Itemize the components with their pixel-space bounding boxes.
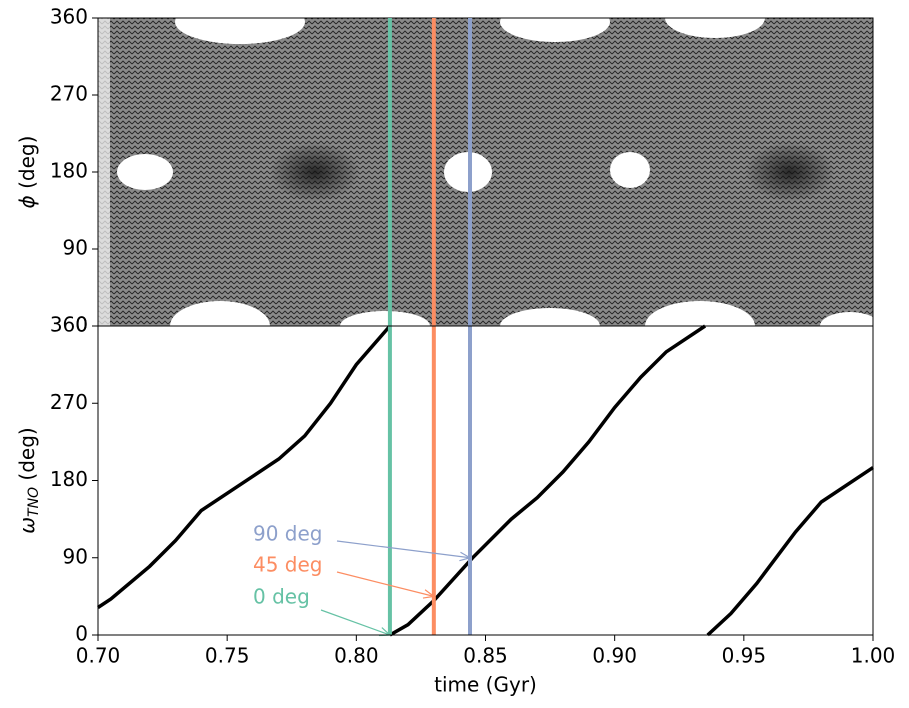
annotation-arrow: [336, 540, 471, 559]
x-tick-label: 0.70: [76, 644, 121, 668]
label-part: (deg): [15, 427, 39, 487]
density-texture: [98, 0, 880, 351]
y-tick-label: 90: [63, 236, 88, 260]
arrow-head: [459, 551, 472, 562]
annotation-text: 0 deg: [253, 585, 310, 609]
annotation-arrow: [320, 609, 391, 636]
y-tick-label: 0: [75, 622, 88, 646]
x-tick-label: 0.90: [592, 644, 637, 668]
x-tick-label: 0.85: [463, 644, 508, 668]
y-axis-label: ωTNO (deg): [15, 427, 43, 533]
x-tick-label: 1.00: [851, 644, 896, 668]
annotation-arrow: [336, 571, 434, 597]
x-tick-label: 0.75: [205, 644, 250, 668]
y-tick-label: 270: [50, 390, 88, 414]
label-part: ϕ: [15, 195, 39, 208]
annotation-text: 45 deg: [253, 553, 323, 577]
y-tick-label: 360: [50, 313, 88, 337]
plot-frame: [97, 325, 874, 636]
y-tick-label: 0: [75, 313, 88, 337]
annotation-text: 90 deg: [253, 522, 323, 546]
arrow-head: [422, 589, 436, 599]
y-tick-label: 90: [63, 544, 88, 568]
y-axis-label: ϕ (deg): [15, 136, 39, 209]
line-series: [97, 324, 874, 637]
y-tick-label: 360: [50, 5, 88, 29]
y-tick-label: 180: [50, 467, 88, 491]
label-part: (deg): [15, 136, 39, 196]
x-tick-label: 0.95: [722, 644, 767, 668]
y-tick-label: 180: [50, 159, 88, 183]
x-tick-label: 0.80: [334, 644, 379, 668]
x-axis-label: time (Gyr): [434, 673, 537, 697]
label-part: ω: [15, 517, 39, 534]
y-tick-label: 270: [50, 82, 88, 106]
label-part: TNO: [26, 487, 42, 517]
